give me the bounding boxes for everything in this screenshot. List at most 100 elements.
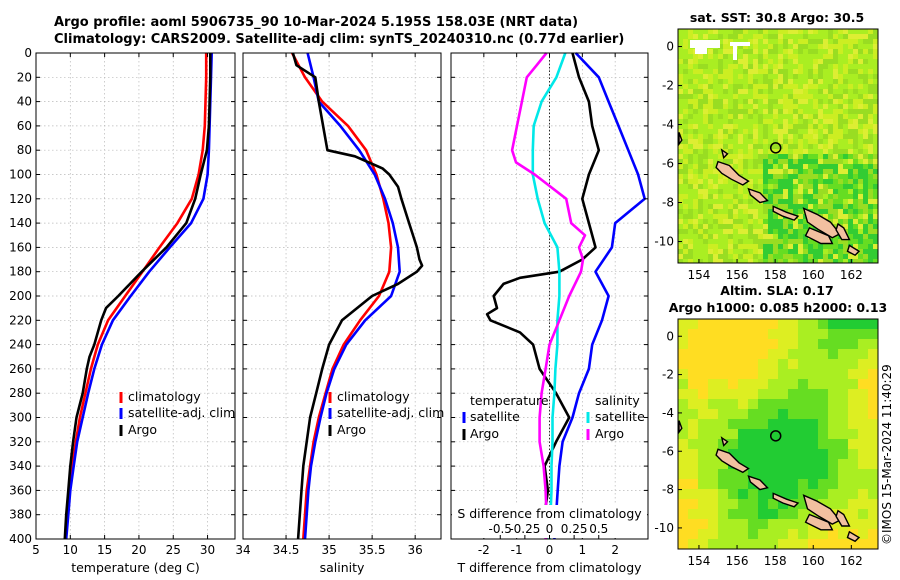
sst-map-cell	[808, 244, 813, 249]
sst-map-cell	[703, 229, 708, 234]
sst-map-cell	[763, 79, 768, 84]
sst-map-cell	[703, 124, 708, 129]
sst-map-cell	[778, 194, 783, 199]
sla-map-cell	[718, 519, 728, 529]
sst-map-cell	[838, 169, 843, 174]
sst-map-cell	[698, 154, 703, 159]
sst-map-cell	[833, 249, 838, 254]
sla-map-cell	[698, 529, 708, 539]
sst-map-cell	[838, 89, 843, 94]
diff-s-tick-label: -0.5	[489, 522, 512, 536]
sst-map-cell	[863, 164, 868, 169]
sst-map-cell	[793, 109, 798, 114]
sst-map-cell	[828, 169, 833, 174]
sst-map-cell	[753, 169, 758, 174]
sst-map-cell	[793, 94, 798, 99]
sst-map-cell	[828, 29, 833, 34]
sst-map-cell	[868, 69, 873, 74]
sla-map-cell	[698, 329, 708, 339]
sst-map-cell	[713, 209, 718, 214]
sst-map-cell	[733, 34, 738, 39]
sst-map-cell	[848, 54, 853, 59]
sst-map-cell	[768, 199, 773, 204]
sst-map-cell	[843, 154, 848, 159]
sst-map-cell	[818, 199, 823, 204]
sst-map-cell	[718, 159, 723, 164]
sst-map-cell	[818, 104, 823, 109]
sst-map-cell	[868, 219, 873, 224]
sst-map-cell	[678, 154, 683, 159]
sst-map-cell	[768, 154, 773, 159]
sst-map-cell	[788, 244, 793, 249]
sla-map-cell	[858, 369, 868, 379]
sst-map-xtick-label: 162	[840, 268, 863, 282]
sla-map-cell	[738, 529, 748, 539]
sla-map-cell	[838, 369, 848, 379]
sst-map-cell	[818, 59, 823, 64]
sst-map-cell	[753, 74, 758, 79]
sla-map-cell	[858, 329, 868, 339]
sst-map-cell	[758, 164, 763, 169]
sst-map-cell	[713, 204, 718, 209]
sst-map-cell	[768, 69, 773, 74]
sla-map-cell	[748, 459, 758, 469]
sla-map-cell	[778, 349, 788, 359]
sla-map-cell	[818, 419, 828, 429]
sst-map-cell	[698, 29, 703, 34]
sst-map-cell	[838, 94, 843, 99]
sla-map-xtick-label: 156	[726, 554, 749, 568]
sst-map-cell	[838, 119, 843, 124]
sst-map-cell	[748, 49, 753, 54]
sla-map-cell	[678, 319, 688, 329]
sst-map-cell	[793, 164, 798, 169]
sst-map-cell	[753, 114, 758, 119]
sst-map-cell	[748, 234, 753, 239]
sla-map-cell	[728, 409, 738, 419]
sst-map-cell	[873, 224, 878, 229]
sst-map-cell	[768, 194, 773, 199]
sst-map-cell	[693, 59, 698, 64]
sst-map-cell	[863, 214, 868, 219]
sst-map-cell	[848, 64, 853, 69]
sst-map-cell	[873, 169, 878, 174]
sst-map-cell	[728, 74, 733, 79]
sst-map-cell	[808, 254, 813, 259]
sst-map-cell	[718, 84, 723, 89]
sal-xlabel: salinity	[320, 560, 365, 575]
depth-tick-label: 220	[9, 313, 32, 327]
sst-map-cell	[778, 184, 783, 189]
sla-map-cell	[688, 489, 698, 499]
sst-map-cell	[738, 49, 743, 54]
sst-map-cell	[853, 39, 858, 44]
sst-map-cell	[758, 219, 763, 224]
sst-map-cell	[783, 184, 788, 189]
sst-map-cell	[838, 189, 843, 194]
sla-map-cell	[728, 539, 738, 549]
sla-map-cell	[708, 349, 718, 359]
sst-map-cell	[823, 204, 828, 209]
sla-map-cell	[768, 499, 778, 509]
sst-map-cell	[703, 169, 708, 174]
sla-map-cell	[738, 439, 748, 449]
sst-map-cell	[803, 149, 808, 154]
sla-map-cell	[868, 329, 878, 339]
sst-map-cell	[833, 29, 838, 34]
sla-map-cell	[758, 329, 768, 339]
sla-map-cell	[848, 479, 858, 489]
sla-map-cell	[738, 479, 748, 489]
sst-map-cell	[813, 104, 818, 109]
sst-map-cell	[688, 224, 693, 229]
sst-map-cell	[688, 169, 693, 174]
sst-map-cell	[733, 219, 738, 224]
sst-map-cell	[758, 89, 763, 94]
sst-map-cell	[723, 84, 728, 89]
temp-xtick-label: 20	[131, 543, 146, 557]
sla-map-cell	[708, 369, 718, 379]
sst-map-cell	[823, 254, 828, 259]
sst-map-cell	[708, 114, 713, 119]
sst-map-cell	[748, 104, 753, 109]
sst-map-cell	[788, 149, 793, 154]
sst-map-cell	[858, 154, 863, 159]
depth-tick-label: 20	[17, 70, 32, 84]
sst-map-cell	[713, 169, 718, 174]
